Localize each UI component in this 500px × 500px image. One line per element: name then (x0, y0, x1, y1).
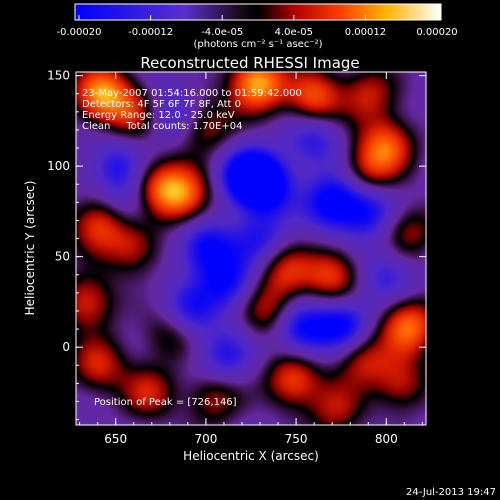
colorbar-ticks: -0.00020 -0.00012 -4.0e-05 4.0e-05 0.00012 0.… (57, 15, 458, 38)
colorbar-unit-label: (photons cm⁻² s⁻¹ asec⁻²) (193, 39, 322, 50)
y-axis-label: Heliocentric Y (arcsec) (23, 181, 37, 316)
annotation-energy: Energy Range: 12.0 - 25.0 keV (82, 110, 235, 121)
colorbar-tick-label: -4.0e-05 (201, 27, 243, 38)
footer-date: 24-Jul-2013 19:47 (406, 487, 496, 498)
y-tick-label: 50 (55, 250, 70, 264)
colorbar-tick-label: -0.00012 (128, 27, 173, 38)
annotation-time: 23-May-2007 01:54:16.000 to 01:59:42.000 (82, 88, 302, 99)
x-tick-label: 800 (375, 432, 398, 446)
colorbar (74, 3, 442, 21)
x-tick-label: 700 (194, 432, 217, 446)
annotation-peak: Position of Peak = [726,146] (94, 397, 237, 408)
plot-frame (75, 71, 427, 426)
axis-ticks: 650 700 750 800 0 50 100 150 (47, 69, 426, 446)
annotation-detectors: Detectors: 4F 5F 6F 7F 8F, Att 0 (82, 99, 242, 110)
x-tick-label: 750 (285, 432, 308, 446)
colorbar-tick-label: -0.00020 (57, 27, 102, 38)
x-tick-label: 650 (104, 432, 127, 446)
x-axis-label: Heliocentric X (arcsec) (183, 449, 319, 463)
y-tick-label: 0 (62, 340, 70, 354)
annotation-method: Clean Total counts: 1.70E+04 (82, 121, 243, 132)
chart-title: Reconstructed RHESSI Image (140, 54, 359, 72)
y-tick-label: 100 (47, 159, 70, 173)
colorbar-tick-label: 0.00012 (345, 27, 386, 38)
colorbar-tick-label: 0.00020 (416, 27, 457, 38)
colorbar-tick-label: 4.0e-05 (275, 27, 313, 38)
y-tick-label: 150 (47, 69, 70, 83)
heatmap-image (76, 72, 426, 425)
